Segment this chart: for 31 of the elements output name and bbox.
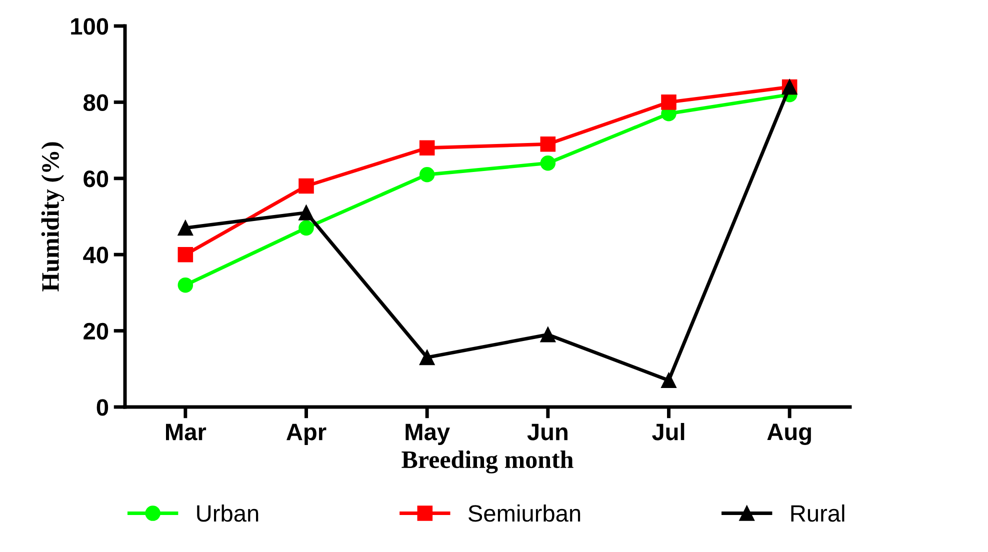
y-axis-title: Humidity (%) <box>41 142 64 292</box>
x-tick-label: Aug <box>767 424 811 445</box>
point <box>540 156 556 171</box>
y-tick-label: 20 <box>84 322 108 340</box>
y-tick-label: 0 <box>96 399 108 416</box>
point <box>298 205 314 220</box>
x-axis-title: Breeding month <box>402 450 574 474</box>
point <box>419 140 435 156</box>
x-tick-label: May <box>406 424 450 445</box>
point <box>419 350 435 366</box>
point <box>178 220 194 236</box>
x-tick-label: Mar <box>166 424 206 440</box>
point <box>540 136 556 152</box>
legend-label: Semiurban <box>468 504 580 522</box>
point <box>540 326 556 342</box>
point <box>178 277 194 293</box>
y-tick-label: 40 <box>83 246 108 264</box>
legend-label: Urban <box>197 504 258 522</box>
point <box>298 220 314 236</box>
point <box>419 166 435 182</box>
y-tick-label: 100 <box>71 18 108 35</box>
y-tick-label: 80 <box>84 94 108 111</box>
point <box>661 372 676 388</box>
x-tick-label: Apr <box>286 424 326 445</box>
point <box>661 94 676 110</box>
y-tick-label: 60 <box>84 170 108 188</box>
x-tick-label: Jun <box>527 424 568 440</box>
x-tick-label: Jul <box>652 422 684 440</box>
legend-label: Rural <box>791 504 844 522</box>
point <box>178 246 194 262</box>
point <box>298 178 314 194</box>
